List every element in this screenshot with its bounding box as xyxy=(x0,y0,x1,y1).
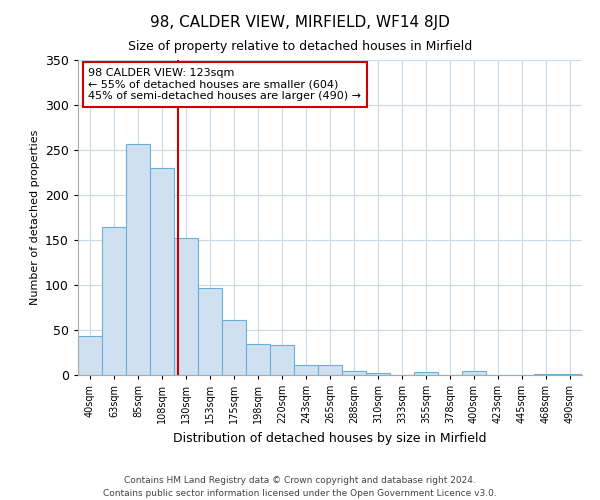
Bar xyxy=(174,238,198,375)
Text: 98 CALDER VIEW: 123sqm
← 55% of detached houses are smaller (604)
45% of semi-de: 98 CALDER VIEW: 123sqm ← 55% of detached… xyxy=(88,68,361,101)
Text: 98, CALDER VIEW, MIRFIELD, WF14 8JD: 98, CALDER VIEW, MIRFIELD, WF14 8JD xyxy=(150,15,450,30)
Bar xyxy=(294,365,318,375)
Bar xyxy=(270,346,294,375)
Bar xyxy=(558,374,582,375)
Y-axis label: Number of detached properties: Number of detached properties xyxy=(29,130,40,305)
Bar xyxy=(534,374,558,375)
Bar xyxy=(78,336,102,375)
Bar xyxy=(342,370,366,375)
Text: Size of property relative to detached houses in Mirfield: Size of property relative to detached ho… xyxy=(128,40,472,53)
Bar xyxy=(414,372,438,375)
Bar xyxy=(198,288,222,375)
Bar xyxy=(462,370,486,375)
Text: Contains HM Land Registry data © Crown copyright and database right 2024.
Contai: Contains HM Land Registry data © Crown c… xyxy=(103,476,497,498)
Bar xyxy=(246,344,270,375)
X-axis label: Distribution of detached houses by size in Mirfield: Distribution of detached houses by size … xyxy=(173,432,487,444)
Bar xyxy=(126,144,150,375)
Bar xyxy=(318,365,342,375)
Bar xyxy=(366,373,390,375)
Bar xyxy=(150,168,174,375)
Bar xyxy=(102,226,126,375)
Bar xyxy=(222,320,246,375)
